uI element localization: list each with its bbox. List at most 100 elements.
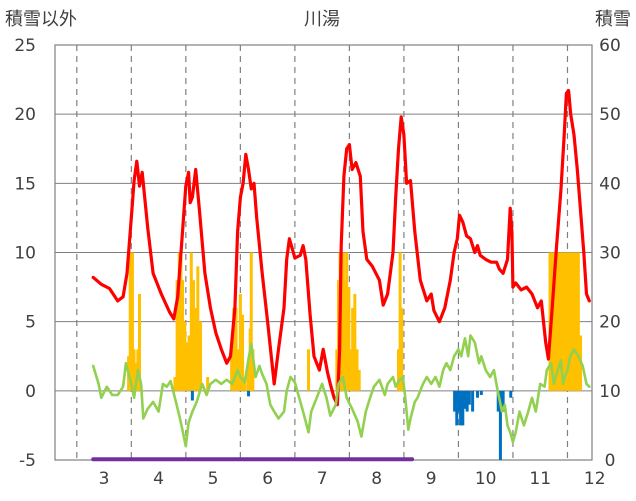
bar <box>572 252 576 391</box>
x-tick-label: 6 <box>262 469 273 489</box>
left-tick-label: -5 <box>19 451 36 471</box>
bar <box>177 252 181 391</box>
bar <box>187 335 191 391</box>
bar <box>498 390 502 460</box>
x-tick-label: 5 <box>208 469 219 489</box>
bar <box>199 321 203 391</box>
bar <box>335 349 339 391</box>
bar <box>181 280 185 391</box>
bar <box>496 390 500 412</box>
right-tick-label: 0 <box>605 451 616 471</box>
bar <box>509 390 513 398</box>
red-series-line <box>91 89 591 407</box>
left-tick-label: 15 <box>14 174 36 194</box>
bar <box>561 252 565 391</box>
bar <box>130 252 134 391</box>
bar <box>568 252 572 391</box>
bar <box>398 252 402 391</box>
x-tick-label: 8 <box>371 469 382 489</box>
bar <box>191 280 195 391</box>
bar <box>456 390 460 412</box>
x-tick-label: 7 <box>317 469 328 489</box>
bar <box>471 390 475 412</box>
bar <box>347 287 351 391</box>
bar <box>340 252 344 391</box>
x-tick-label: 10 <box>475 469 497 489</box>
bar <box>230 349 234 391</box>
bar <box>576 252 580 391</box>
x-tick-label: 4 <box>153 469 164 489</box>
right-tick-label: 50 <box>599 105 621 125</box>
bar <box>343 280 347 391</box>
bar <box>479 390 483 395</box>
bar <box>247 390 251 397</box>
grid <box>54 44 593 461</box>
bar <box>353 294 357 391</box>
bar <box>175 280 179 391</box>
right-axis-label: 積雪 <box>595 9 631 30</box>
bar <box>132 349 136 391</box>
bar <box>400 307 404 391</box>
bar <box>179 252 183 391</box>
green-series-line <box>91 334 591 448</box>
left-tick-label: 20 <box>14 105 36 125</box>
bar <box>183 321 187 391</box>
right-tick-label: 10 <box>599 382 621 402</box>
plot-area <box>91 89 591 462</box>
bar <box>501 390 505 412</box>
bar <box>396 349 400 391</box>
right-tick-label: 60 <box>599 36 621 56</box>
bar <box>241 314 245 391</box>
bar <box>185 342 189 391</box>
bar <box>173 377 177 391</box>
left-tick-label: 25 <box>14 36 36 56</box>
bar <box>189 252 193 391</box>
bar <box>349 349 353 391</box>
x-tick-label: 9 <box>426 469 437 489</box>
right-tick-label: 20 <box>599 313 621 333</box>
left-tick-label: 10 <box>14 244 36 264</box>
bar <box>357 370 361 391</box>
bar <box>552 252 556 391</box>
bar <box>476 390 480 398</box>
left-axis-label: 積雪以外 <box>5 9 77 30</box>
bar <box>463 390 467 409</box>
right-tick-label: 30 <box>599 244 621 264</box>
bar <box>206 377 210 391</box>
bar <box>238 294 242 391</box>
bar <box>467 390 471 405</box>
bar <box>128 252 132 391</box>
bar <box>563 252 567 391</box>
x-tick-label: 11 <box>529 469 551 489</box>
left-tick-label: 5 <box>25 313 36 333</box>
bar <box>251 349 255 391</box>
bar <box>355 349 359 391</box>
left-tick-label: 0 <box>25 382 36 402</box>
bar <box>232 307 236 391</box>
bar <box>351 307 355 391</box>
bar <box>465 390 469 412</box>
bar <box>249 252 253 391</box>
bar <box>559 252 563 391</box>
bar <box>345 252 349 391</box>
x-tick-label: 3 <box>99 469 110 489</box>
bar <box>234 307 238 391</box>
bar <box>246 363 250 391</box>
right-tick-label: 40 <box>599 174 621 194</box>
bar <box>455 390 459 426</box>
bar <box>453 390 457 412</box>
bar <box>461 390 465 426</box>
chart-title: 川湯 <box>304 9 340 30</box>
bar <box>341 252 345 391</box>
bar <box>555 252 559 391</box>
bar <box>138 294 142 391</box>
bar <box>459 390 463 426</box>
x-tick-label: 12 <box>584 469 606 489</box>
bar <box>196 266 200 391</box>
bar <box>574 252 578 391</box>
tick-labels: -5 0 5 10 15 20 25 0 10 20 30 40 50 60 3 4 5 6 7 8 9 10 11 12 <box>14 36 620 489</box>
bar <box>557 252 561 391</box>
bar <box>190 390 194 401</box>
bar <box>243 377 247 391</box>
